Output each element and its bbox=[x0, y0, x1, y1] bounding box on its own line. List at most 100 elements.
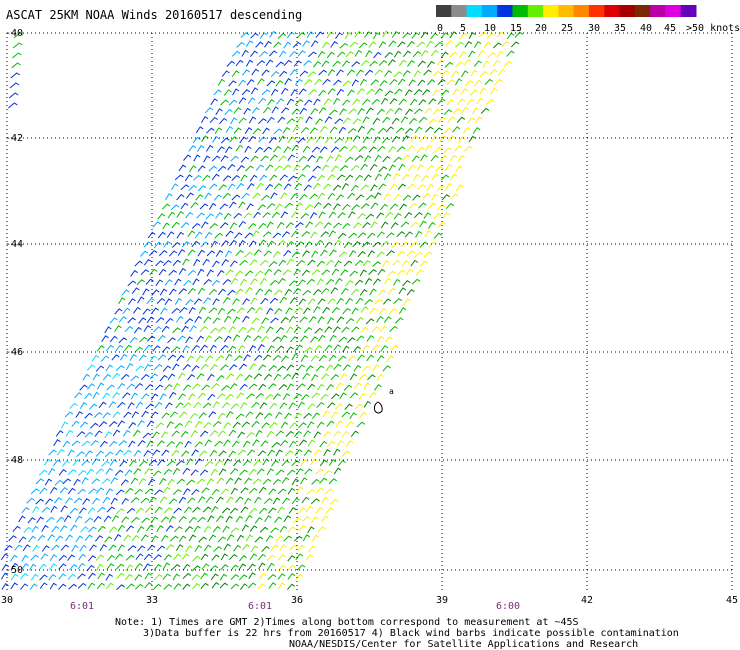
wind-barb bbox=[184, 440, 192, 448]
wind-barb bbox=[446, 99, 455, 106]
wind-barb bbox=[313, 431, 322, 439]
wind-barb bbox=[101, 478, 111, 485]
wind-barb bbox=[461, 106, 469, 114]
wind-barb bbox=[84, 431, 94, 438]
wind-barb bbox=[93, 516, 102, 523]
wind-barb bbox=[229, 507, 239, 514]
wind-barb bbox=[98, 401, 107, 409]
legend-swatch bbox=[634, 5, 651, 17]
wind-barb bbox=[294, 344, 303, 352]
wind-barb bbox=[398, 307, 407, 314]
wind-barb bbox=[152, 221, 161, 228]
wind-barb bbox=[411, 278, 421, 285]
wind-barb bbox=[334, 260, 342, 268]
wind-barb bbox=[369, 163, 378, 171]
wind-barb bbox=[398, 163, 406, 171]
wind-barb bbox=[30, 488, 40, 495]
wind-barb bbox=[64, 411, 74, 418]
wind-barb bbox=[307, 298, 316, 305]
wind-barb bbox=[366, 335, 375, 342]
wind-barb bbox=[165, 544, 175, 551]
wind-barb bbox=[151, 289, 160, 296]
wind-barb bbox=[112, 392, 120, 399]
wind-barb bbox=[274, 516, 283, 524]
wind-barb bbox=[397, 41, 406, 48]
wind-barb bbox=[255, 307, 263, 314]
wind-barb bbox=[81, 459, 90, 466]
wind-barb bbox=[247, 563, 256, 571]
wind-barb bbox=[310, 355, 319, 362]
wind-barb bbox=[212, 526, 221, 533]
wind-barb bbox=[285, 307, 293, 315]
wind-barb bbox=[380, 203, 389, 211]
wind-barb bbox=[148, 459, 158, 466]
wind-barb bbox=[388, 40, 397, 47]
wind-barb bbox=[22, 544, 31, 551]
wind-barb bbox=[402, 32, 411, 39]
wind-barb bbox=[258, 97, 267, 105]
wind-barb bbox=[455, 41, 464, 48]
wind-barb bbox=[8, 92, 19, 99]
wind-barb bbox=[219, 203, 228, 210]
wind-barb bbox=[408, 203, 418, 209]
wind-barb bbox=[333, 344, 342, 351]
wind-barb bbox=[175, 441, 184, 448]
wind-barb bbox=[153, 363, 163, 370]
wind-barb bbox=[400, 116, 409, 124]
wind-barb bbox=[197, 268, 205, 276]
wind-barb bbox=[220, 222, 229, 229]
wind-barb bbox=[128, 440, 136, 448]
wind-barb bbox=[196, 212, 205, 219]
wind-barb bbox=[230, 117, 238, 125]
wind-barb bbox=[203, 316, 212, 324]
wind-barb bbox=[295, 468, 304, 475]
wind-barb bbox=[294, 412, 302, 420]
wind-barb bbox=[89, 422, 99, 429]
wind-barb bbox=[246, 203, 254, 211]
wind-barb bbox=[188, 145, 197, 152]
wind-barb bbox=[162, 486, 171, 494]
wind-barb bbox=[328, 230, 336, 238]
wind-barb bbox=[455, 184, 464, 192]
wind-barb bbox=[234, 355, 243, 362]
wind-barb bbox=[420, 50, 429, 57]
wind-barb bbox=[356, 421, 366, 428]
wind-barb bbox=[162, 562, 171, 570]
wind-barb bbox=[81, 477, 89, 485]
wind-barb bbox=[180, 222, 190, 229]
wind-barb bbox=[125, 564, 134, 572]
wind-barb bbox=[252, 478, 262, 485]
wind-barb bbox=[134, 260, 143, 267]
wind-barb bbox=[336, 194, 344, 201]
wind-barb bbox=[191, 240, 200, 248]
wind-barb bbox=[372, 261, 381, 267]
wind-barb bbox=[248, 383, 258, 390]
wind-barb bbox=[327, 317, 335, 325]
wind-barb bbox=[277, 240, 286, 247]
wind-barb bbox=[10, 582, 18, 590]
wind-barb bbox=[293, 393, 303, 400]
wind-barb bbox=[11, 62, 21, 69]
wind-barb bbox=[357, 232, 367, 239]
wind-barb bbox=[127, 317, 136, 324]
wind-barb bbox=[173, 382, 181, 390]
wind-barb bbox=[171, 307, 181, 314]
wind-barb bbox=[82, 373, 91, 381]
wind-barb bbox=[114, 325, 122, 332]
wind-barb bbox=[304, 79, 313, 86]
wind-barb bbox=[339, 164, 349, 171]
wind-barb bbox=[327, 88, 336, 95]
wind-barb bbox=[264, 515, 272, 523]
wind-barb bbox=[161, 346, 171, 353]
wind-barb bbox=[154, 573, 163, 581]
wind-barb bbox=[182, 572, 192, 579]
wind-barb bbox=[212, 135, 220, 143]
wind-barb bbox=[267, 449, 276, 457]
pass-time-label: 6:00 bbox=[496, 601, 520, 612]
wind-barb bbox=[224, 250, 233, 258]
wind-barb bbox=[460, 88, 469, 95]
wind-barb bbox=[4, 545, 13, 552]
wind-barb bbox=[137, 440, 146, 447]
wind-barb bbox=[250, 155, 259, 162]
wind-barb bbox=[318, 107, 327, 114]
